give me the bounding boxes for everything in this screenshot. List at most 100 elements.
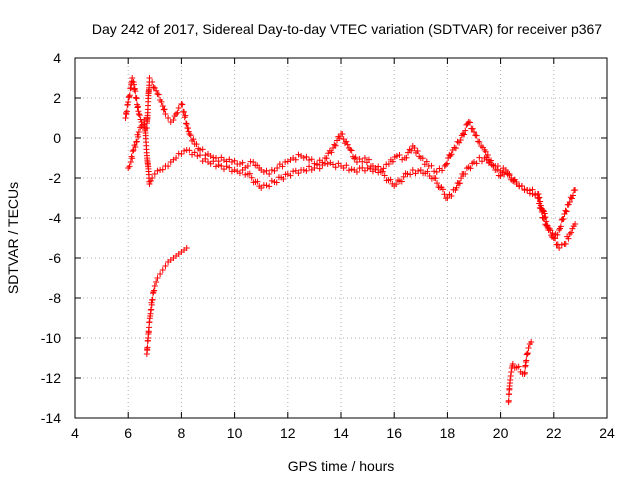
data-point: [178, 101, 185, 107]
data-point: [144, 344, 151, 351]
data-point: [562, 207, 569, 214]
data-point: [159, 166, 166, 173]
data-point: [560, 216, 567, 223]
data-point: [190, 136, 197, 143]
y-tick-label: -6: [49, 250, 62, 266]
data-point: [295, 170, 302, 177]
data-point: [193, 141, 200, 148]
data-point: [266, 171, 273, 177]
data-point: [132, 88, 139, 95]
data-point: [351, 155, 358, 162]
data-point: [562, 240, 569, 247]
data-point: [236, 161, 243, 167]
data-point: [569, 192, 576, 199]
data-point: [186, 131, 193, 137]
data-point: [123, 108, 130, 115]
data-point: [431, 168, 438, 175]
data-point: [268, 167, 275, 174]
data-point: [179, 101, 186, 108]
data-point: [212, 155, 219, 161]
data-point: [174, 109, 181, 116]
data-point: [453, 184, 460, 191]
data-point: [244, 163, 251, 169]
data-point: [375, 169, 382, 176]
data-point: [483, 156, 490, 163]
data-point: [273, 179, 280, 186]
data-point: [266, 183, 273, 190]
data-point: [568, 229, 575, 236]
data-point: [154, 275, 161, 281]
data-point: [347, 146, 354, 153]
data-point: [400, 173, 407, 180]
data-point: [375, 163, 382, 170]
data-point: [181, 147, 188, 154]
y-tick-label: 4: [53, 50, 61, 66]
data-point: [359, 158, 366, 165]
x-tick-labels: 4 6 8 10 12 14 16 18 20 22 24: [71, 425, 615, 441]
axis-ticks: [74, 57, 608, 419]
data-point: [133, 95, 140, 102]
data-point: [187, 132, 194, 139]
data-point: [398, 178, 405, 185]
data-point: [565, 201, 572, 208]
data-point: [359, 164, 366, 171]
data-point: [311, 165, 318, 171]
data-point: [524, 350, 531, 357]
data-point: [476, 154, 483, 161]
x-tick-label: 6: [124, 425, 132, 441]
data-point: [231, 167, 238, 173]
y-tick-label: -4: [49, 210, 62, 226]
data-point: [506, 170, 513, 177]
data-point: [471, 129, 477, 135]
data-point: [279, 163, 286, 170]
data-point: [149, 296, 156, 303]
y-tick-label: -2: [49, 170, 62, 186]
data-point: [239, 159, 246, 166]
data-point: [287, 172, 294, 179]
data-point: [246, 170, 253, 177]
data-point: [153, 87, 160, 94]
data-point: [536, 194, 543, 201]
data-point: [442, 161, 449, 168]
data-point: [332, 142, 339, 149]
data-point: [488, 157, 495, 164]
data-point: [554, 231, 561, 238]
data-point: [518, 183, 525, 190]
data-point: [189, 137, 196, 144]
data-point: [476, 139, 483, 145]
data-points: [122, 75, 579, 405]
data-point: [263, 182, 270, 189]
data-point: [494, 166, 501, 173]
data-point: [248, 174, 255, 181]
data-point: [509, 361, 516, 367]
data-point: [458, 175, 465, 182]
grid: [75, 58, 607, 418]
data-point: [467, 165, 474, 172]
data-point: [461, 131, 468, 138]
data-point: [353, 168, 360, 175]
data-point: [125, 99, 132, 105]
x-tick-label: 22: [546, 425, 562, 441]
data-point: [194, 153, 201, 159]
data-point: [529, 186, 536, 193]
x-tick-label: 10: [227, 425, 243, 441]
data-point: [532, 192, 539, 199]
data-point: [175, 105, 182, 111]
x-tick-label: 20: [493, 425, 509, 441]
data-point: [393, 181, 400, 188]
data-point: [173, 155, 180, 161]
data-point: [364, 165, 371, 171]
data-point: [372, 165, 379, 172]
data-point: [456, 139, 463, 146]
data-point: [524, 351, 531, 357]
data-point: [414, 147, 421, 154]
data-point: [223, 163, 230, 170]
data-point: [146, 181, 153, 187]
data-point: [126, 163, 133, 170]
data-point: [165, 115, 172, 121]
x-tick-label: 14: [333, 425, 349, 441]
data-point: [183, 121, 190, 127]
data-point: [254, 178, 261, 185]
data-point: [129, 75, 136, 81]
